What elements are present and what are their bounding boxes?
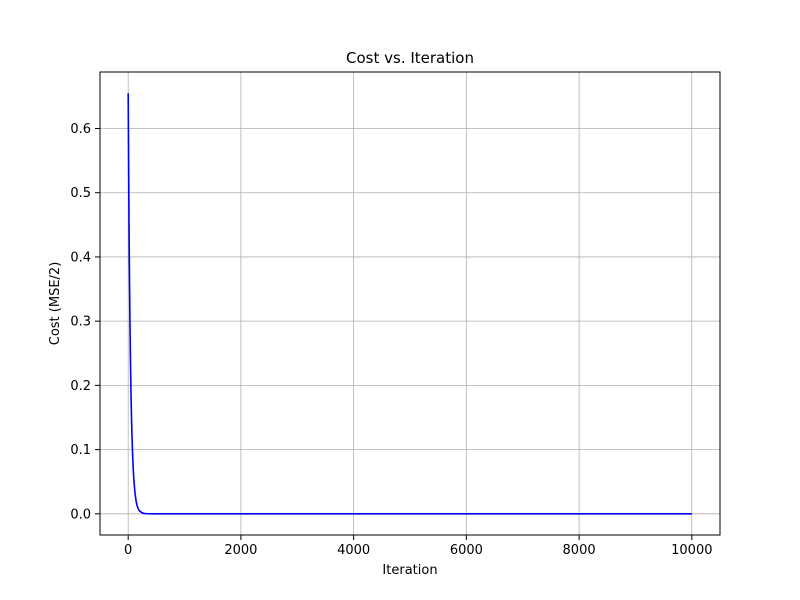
series-layer [127, 93, 692, 515]
y-axis-title: Cost (MSE/2) [48, 262, 63, 346]
chart-title: Cost vs. Iteration [346, 49, 474, 67]
x-tick-label: 2000 [224, 543, 257, 558]
y-tick-label: 0.3 [70, 315, 91, 330]
y-tick-label: 0.1 [70, 443, 91, 458]
grid [100, 72, 720, 535]
y-tick-label: 0.0 [70, 507, 91, 522]
x-tick-label: 4000 [337, 543, 370, 558]
x-tick-label: 10000 [671, 543, 712, 558]
y-tick-label: 0.6 [70, 122, 91, 137]
y-tick-label: 0.5 [70, 186, 91, 201]
x-tick-label: 0 [124, 543, 132, 558]
x-axis-title: Iteration [382, 563, 437, 578]
y-tick-label: 0.4 [70, 250, 91, 265]
plot-frame [99, 71, 721, 536]
x-tick-label: 6000 [450, 543, 483, 558]
y-tick-label: 0.2 [70, 379, 91, 394]
x-tick-label: 8000 [563, 543, 596, 558]
cost-series-line [127, 93, 692, 515]
ticks: 0 2000 4000 6000 8000 10000 0.0 0.1 0.2 0.3 0.4 0.5… [70, 122, 712, 558]
